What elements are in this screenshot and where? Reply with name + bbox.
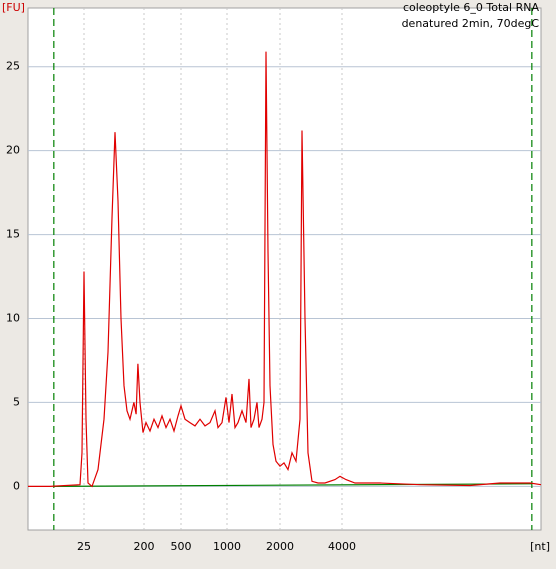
trace-line [28, 51, 542, 488]
y-tick-label: 0 [13, 479, 20, 492]
y-tick-label: 25 [6, 60, 20, 73]
y-axis-label: [FU] [2, 1, 25, 14]
x-tick-label: 500 [171, 540, 192, 553]
marks [28, 8, 542, 530]
y-tick-label: 10 [6, 312, 20, 325]
x-tick-label: 2000 [266, 540, 294, 553]
grid: 0 5 10 15 20 25 25 200 500 1000 2000 4000 [6, 8, 541, 553]
x-tick-label: 200 [134, 540, 155, 553]
chart-subtitle: denatured 2min, 70degC [402, 17, 540, 30]
y-tick-label: 15 [6, 228, 20, 241]
y-tick-label: 20 [6, 144, 20, 157]
y-tick-label: 5 [13, 395, 20, 408]
chart-title: coleoptyle 6_0 Total RNA [403, 1, 540, 14]
x-tick-label: 4000 [328, 540, 356, 553]
baseline [53, 483, 532, 487]
x-tick-label: 25 [77, 540, 91, 553]
x-axis-label: [nt] [530, 540, 550, 553]
plot-area [27, 7, 542, 531]
x-tick-label: 1000 [213, 540, 241, 553]
